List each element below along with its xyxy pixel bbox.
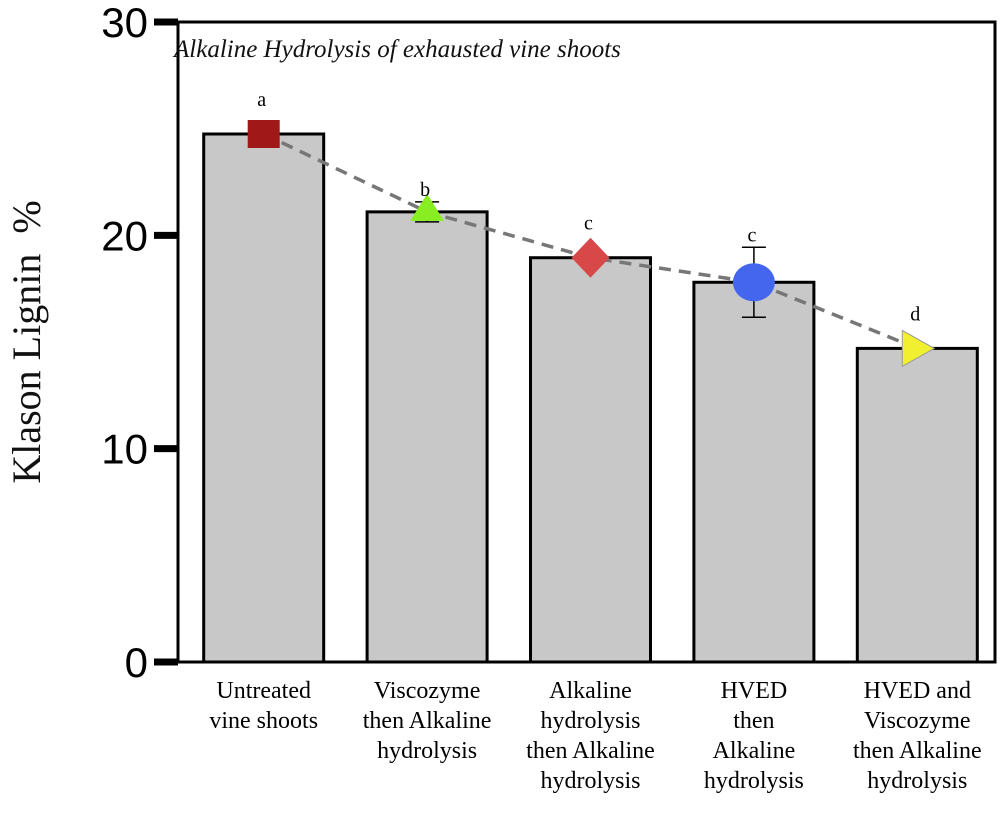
y-tick-label: 0 <box>125 639 148 686</box>
x-tick-label: then Alkaline <box>526 738 655 764</box>
x-tick-label: Alkaline <box>713 738 796 764</box>
y-tick-label: 20 <box>101 212 148 259</box>
bar <box>529 256 652 664</box>
significance-letter: b <box>420 179 430 201</box>
x-tick-label: Viscozyme <box>864 708 971 734</box>
x-tick-label: then Alkaline <box>363 708 492 734</box>
x-tick-label: Untreated <box>216 678 311 704</box>
square-marker <box>247 120 280 148</box>
bar <box>202 132 326 664</box>
x-tick-label: hydrolysis <box>540 768 640 794</box>
x-tick-label: hydrolysis <box>704 768 804 794</box>
y-axis-label: Klason Lignin % <box>4 200 49 483</box>
bar <box>692 280 816 664</box>
triangle-marker <box>410 193 445 221</box>
y-tick-label: 10 <box>101 426 148 473</box>
bar <box>365 210 489 664</box>
x-tick-label: hydrolysis <box>540 708 640 734</box>
x-tick-label: hydrolysis <box>867 768 967 794</box>
x-tick-label: Alkaline <box>549 678 632 704</box>
x-tick-label: then Alkaline <box>853 738 982 764</box>
significance-letter: c <box>584 213 593 235</box>
significance-letter: a <box>257 89 266 111</box>
chart-title: Alkaline Hydrolysis of exhausted vine sh… <box>172 36 621 63</box>
bar <box>855 346 979 664</box>
x-tick-label: vine shoots <box>209 708 318 734</box>
circle-marker <box>732 263 775 302</box>
x-tick-label: Viscozyme <box>374 678 481 704</box>
y-tick-label: 30 <box>101 0 148 46</box>
x-tick-label: HVED and <box>864 678 971 704</box>
x-tick-label: HVED <box>721 678 788 704</box>
triangle-right-marker <box>901 329 936 368</box>
significance-letter: c <box>747 224 756 246</box>
x-tick-label: hydrolysis <box>377 738 477 764</box>
significance-letter: d <box>910 303 920 325</box>
x-tick-label: then <box>733 708 774 734</box>
diamond-marker <box>571 237 610 278</box>
